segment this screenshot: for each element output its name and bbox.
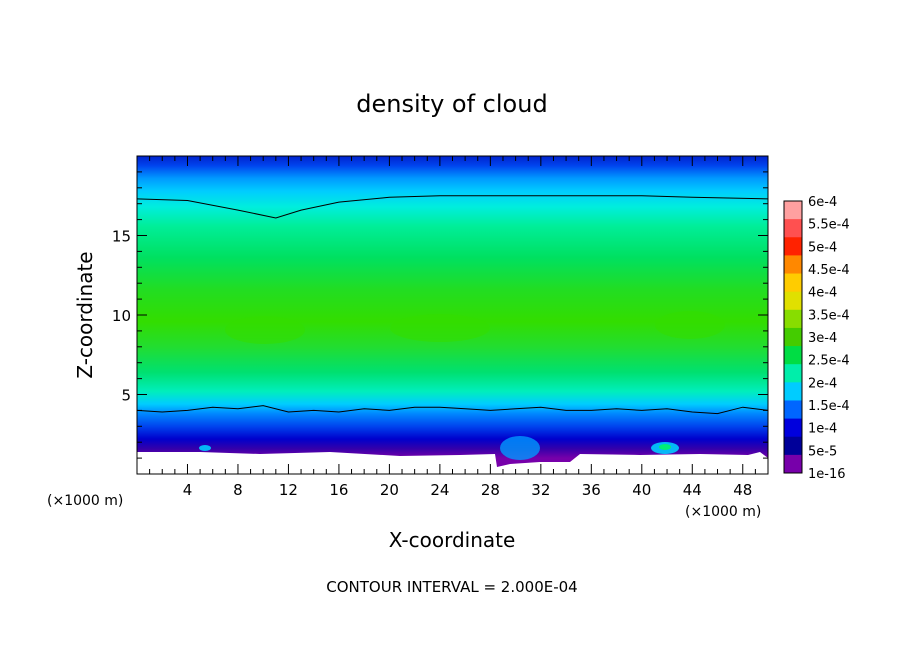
field-patch xyxy=(225,316,305,344)
colorbar-label: 5e-4 xyxy=(808,240,837,255)
x-tick-label: 4 xyxy=(183,481,193,499)
colorbar-swatch xyxy=(784,309,802,329)
colorbar-swatch xyxy=(784,201,802,220)
contour-lines xyxy=(137,195,768,415)
colorbar-label: 4.5e-4 xyxy=(808,263,850,278)
colorbar-label: 1e-16 xyxy=(808,467,846,482)
colorbar-label: 1.5e-4 xyxy=(808,399,850,414)
colorbar-swatch xyxy=(784,418,802,438)
field-patch xyxy=(655,311,725,339)
x-tick-label: 20 xyxy=(380,481,399,499)
colorbar-swatch xyxy=(784,346,802,365)
x-tick-label: 8 xyxy=(233,481,243,499)
colorbar-swatch xyxy=(784,364,802,383)
x-tick-label: 40 xyxy=(632,481,651,499)
x-tick-label: 12 xyxy=(279,481,298,499)
x-tick-label: 28 xyxy=(481,481,500,499)
x-unit-left: (×1000 m) xyxy=(47,493,123,509)
contour-line xyxy=(137,195,768,219)
colorbar-swatch xyxy=(784,400,802,420)
y-axis-label: Z-coordinate xyxy=(73,251,97,378)
colorbar-swatch xyxy=(784,219,802,238)
colorbar: 6e-4 5.5e-4 5e-4 4.5e-4 4e-4 3.5e-4 3e-4 2.5e-4… xyxy=(783,195,850,482)
colorbar-swatch xyxy=(784,382,802,401)
colorbar-label: 4e-4 xyxy=(808,286,837,301)
colorbar-label: 2.5e-4 xyxy=(808,354,850,369)
colorbar-label: 3e-4 xyxy=(808,331,837,346)
colorbar-label: 3.5e-4 xyxy=(808,308,850,323)
x-tick-label: 44 xyxy=(683,481,702,499)
colorbar-swatch xyxy=(784,237,802,256)
plot-field xyxy=(137,156,768,474)
colorbar-label: 6e-4 xyxy=(808,195,837,210)
colorbar-label: 5.5e-4 xyxy=(808,218,850,233)
colorbar-swatch xyxy=(784,454,802,474)
contour-line xyxy=(137,405,768,415)
x-axis: 4 8 12 16 20 24 28 32 36 40 44 48 xyxy=(149,156,756,499)
colorbar-swatch xyxy=(784,291,802,311)
bottom-blank xyxy=(137,452,768,474)
x-tick-label: 36 xyxy=(582,481,601,499)
y-tick-label: 15 xyxy=(112,228,131,246)
colorbar-frame xyxy=(783,200,803,474)
colorbar-label: 2e-4 xyxy=(808,376,837,391)
x-unit-right: (×1000 m) xyxy=(685,504,761,520)
x-tick-label: 32 xyxy=(531,481,550,499)
colorbar-swatch xyxy=(784,273,802,293)
field-patch xyxy=(659,444,671,450)
x-tick-label: 16 xyxy=(329,481,348,499)
y-tick-label: 5 xyxy=(121,387,131,405)
contour-interval-footer: CONTOUR INTERVAL = 2.000E-04 xyxy=(326,578,577,596)
colorbar-label: 5e-5 xyxy=(808,444,837,459)
colorbar-swatch xyxy=(784,327,802,347)
field-patch xyxy=(390,314,490,342)
colorbar-label: 1e-4 xyxy=(808,422,837,437)
field-patch xyxy=(500,436,540,460)
chart-title: density of cloud xyxy=(356,90,547,118)
x-axis-label: X-coordinate xyxy=(389,528,516,552)
colorbar-swatch xyxy=(784,255,802,275)
colorbar-swatch xyxy=(784,436,802,456)
field-patch xyxy=(199,445,211,451)
y-tick-label: 10 xyxy=(112,307,131,325)
y-axis: 5 10 15 xyxy=(112,171,768,459)
x-tick-label: 48 xyxy=(733,481,752,499)
x-tick-label: 24 xyxy=(430,481,449,499)
